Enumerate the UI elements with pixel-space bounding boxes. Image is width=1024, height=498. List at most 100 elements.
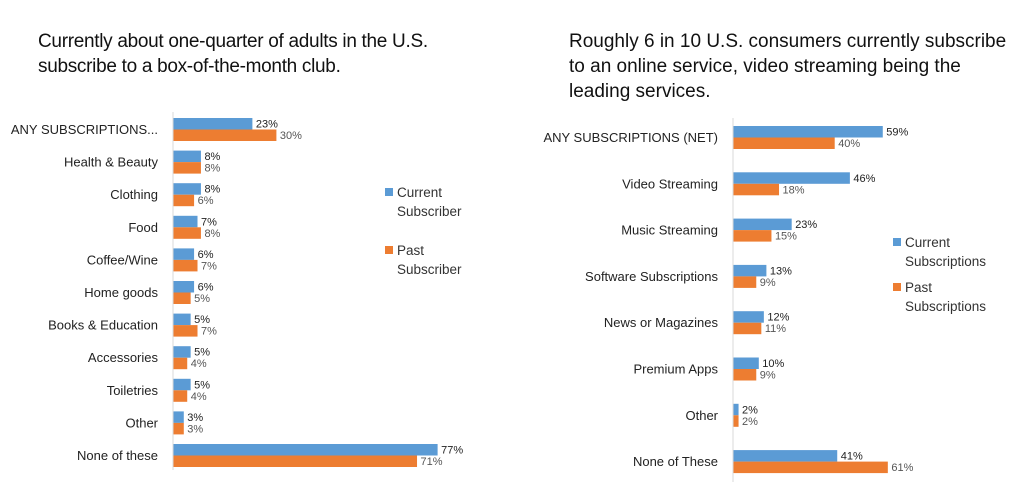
left-category-label: Health & Beauty: [64, 155, 158, 170]
right-data-label-past: 40%: [838, 138, 860, 150]
right-category-label: Music Streaming: [621, 223, 718, 238]
right-data-label-past: 15%: [775, 231, 797, 243]
left-data-label-current: 7%: [201, 216, 217, 228]
left-bar-past: [173, 259, 198, 272]
right-category-label: News or Magazines: [604, 315, 719, 330]
left-legend-swatch-past: [385, 246, 393, 254]
left-chart-title: Currently about one-quarter of adults in…: [38, 31, 428, 77]
left-category-label: Accessories: [88, 350, 159, 365]
right-bar-current: [733, 264, 767, 277]
right-legend-label: Subscriptions: [905, 299, 986, 314]
right-legend-label: Current: [905, 235, 950, 250]
left-data-label-current: 5%: [194, 379, 210, 391]
left-legend-label: Current: [397, 185, 442, 200]
left-category-label: Toiletries: [107, 383, 159, 398]
left-data-label-past: 4%: [191, 391, 207, 403]
left-data-label-current: 77%: [441, 445, 463, 457]
left-bar-past: [173, 390, 188, 402]
right-category-label: Software Subscriptions: [585, 269, 718, 284]
left-data-label-past: 5%: [194, 293, 210, 305]
right-data-label-past: 11%: [765, 323, 786, 335]
left-category-label: Coffee/Wine: [87, 252, 158, 267]
left-bar-current: [173, 150, 201, 163]
right-data-label-current: 10%: [762, 358, 784, 370]
right-data-label-past: 2%: [742, 416, 758, 428]
right-bar-past: [733, 369, 757, 381]
right-category-label: Premium Apps: [633, 362, 718, 377]
left-bar-current: [173, 248, 195, 260]
right-bar-past: [733, 276, 757, 288]
left-data-label-past: 6%: [198, 195, 214, 207]
left-bar-current: [173, 411, 184, 423]
left-category-label: Other: [125, 415, 158, 430]
right-data-label-past: 9%: [760, 370, 776, 382]
left-bar-past: [173, 292, 191, 304]
left-bar-past: [173, 194, 195, 207]
right-data-label-current: 46%: [853, 173, 875, 185]
right-bar-current: [733, 450, 838, 462]
left-category-label: ANY SUBSCRIPTIONS...: [11, 122, 158, 137]
left-bar-current: [173, 215, 198, 228]
right-category-label: ANY SUBSCRIPTIONS (NET): [543, 130, 718, 145]
left-data-label-past: 4%: [191, 358, 207, 370]
left-bar-current: [173, 281, 195, 293]
left-legend-label: Subscriber: [397, 262, 462, 277]
right-bar-past: [733, 415, 739, 427]
left-data-label-past: 8%: [204, 228, 220, 240]
left-bar-current: [173, 183, 201, 195]
right-bar-current: [733, 311, 764, 323]
right-bar-current: [733, 218, 792, 231]
right-bar-current: [733, 126, 883, 138]
left-bar-past: [173, 129, 277, 141]
left-category-label: Books & Education: [48, 318, 158, 333]
left-legend-swatch-current: [385, 188, 393, 196]
left-bar-past: [173, 455, 418, 467]
right-bar-current: [733, 357, 759, 369]
left-bar-current: [173, 378, 191, 391]
left-data-label-current: 23%: [256, 119, 278, 131]
left-bar-past: [173, 162, 201, 174]
left-bar-current: [173, 346, 191, 358]
right-data-label-current: 12%: [767, 312, 789, 324]
left-legend-label: Subscriber: [397, 204, 462, 219]
right-bar-past: [733, 230, 772, 242]
right-category-label: None of These: [633, 454, 718, 469]
right-data-label-current: 41%: [841, 451, 863, 463]
right-legend-swatch-current: [893, 238, 901, 246]
right-bar-current: [733, 172, 850, 184]
right-bar-past: [733, 137, 835, 149]
left-category-label: Home goods: [84, 285, 158, 300]
left-bar-past: [173, 325, 198, 337]
left-bar-current: [173, 444, 438, 456]
left-data-label-past: 71%: [421, 456, 443, 468]
left-bar-current: [173, 118, 253, 130]
right-bar-past: [733, 322, 762, 335]
right-legend-label: Past: [905, 280, 932, 295]
left-data-label-current: 8%: [204, 184, 220, 196]
right-data-label-past: 9%: [760, 277, 776, 289]
right-data-label-current: 23%: [795, 219, 817, 231]
left-data-label-past: 7%: [201, 326, 217, 338]
left-data-label-past: 30%: [280, 130, 302, 142]
left-data-label-current: 6%: [198, 249, 214, 261]
left-data-label-past: 3%: [187, 423, 203, 435]
left-data-label-current: 8%: [204, 151, 220, 163]
right-bar-current: [733, 403, 739, 416]
right-data-label-current: 2%: [742, 404, 758, 416]
left-bar-current: [173, 313, 191, 326]
right-legend-label: Subscriptions: [905, 254, 986, 269]
left-category-label: None of these: [77, 448, 158, 463]
left-bar-past: [173, 227, 201, 239]
left-bar-past: [173, 357, 188, 370]
left-data-label-current: 5%: [194, 347, 210, 359]
left-category-label: Food: [128, 220, 158, 235]
left-bar-past: [173, 422, 184, 435]
right-bar-past: [733, 183, 780, 196]
right-category-label: Other: [685, 408, 718, 423]
left-data-label-current: 5%: [194, 314, 210, 326]
right-data-label-past: 61%: [891, 462, 913, 474]
right-data-label-current: 13%: [770, 265, 792, 277]
left-category-label: Clothing: [110, 187, 158, 202]
right-chart-title: Roughly 6 in 10 U.S. consumers currently…: [569, 31, 1007, 102]
